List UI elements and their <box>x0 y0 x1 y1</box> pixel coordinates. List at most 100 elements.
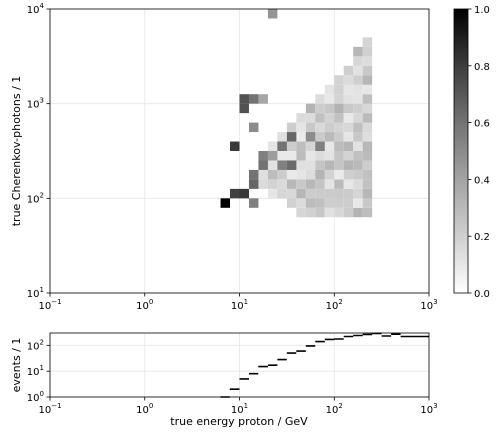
heatmap-cell <box>324 198 335 208</box>
heatmap-panel: 10−1 100 101 102 103 101 102 103 104 true Chere… <box>10 2 438 312</box>
heatmap-cell <box>296 141 306 151</box>
colorbar-tick-label: 0.8 <box>474 62 490 73</box>
heatmap-cell <box>343 94 354 104</box>
heatmap-cell <box>315 198 325 208</box>
heatmap-cell <box>277 151 287 161</box>
heatmap-cell <box>286 188 297 199</box>
heatmap-cell <box>362 141 373 151</box>
heatmap-cell <box>362 94 373 104</box>
heatmap-cell <box>305 122 316 133</box>
heatmap-cell <box>353 132 363 142</box>
heatmap-cell <box>353 188 363 199</box>
heatmap-cell <box>296 188 306 199</box>
colorbar-tick-label: 1.0 <box>474 5 490 16</box>
heatmap-cell <box>353 169 363 180</box>
heatmap-cell <box>334 103 344 114</box>
heatmap-cell <box>362 65 373 76</box>
heatmap-cell <box>267 160 278 170</box>
heatmap-cell <box>296 169 306 180</box>
colorbar-tick-label: 0.4 <box>474 175 490 186</box>
heatmap-cell <box>353 151 363 161</box>
heatmap-cell <box>286 169 297 180</box>
heatmap-cell <box>286 151 297 161</box>
heatmap-cell <box>220 198 231 208</box>
heatmap-cell <box>296 151 306 161</box>
heatmap-cell <box>258 151 268 161</box>
heatmap-cell <box>277 160 287 170</box>
heatmap-cell <box>324 122 335 133</box>
heatmap-cell <box>353 113 363 123</box>
heatmap-cell <box>324 151 335 161</box>
histogram-grid <box>49 333 430 398</box>
heatmap-cell <box>324 103 335 114</box>
heatmap-cell <box>296 179 306 189</box>
histogram-x-tick-label: 103 <box>420 402 437 416</box>
heatmap-cell <box>362 151 373 161</box>
heatmap-cell <box>286 160 297 170</box>
heatmap-cell <box>353 65 363 76</box>
heatmap-cell <box>239 103 249 114</box>
heatmap-cell <box>334 198 344 208</box>
heatmap-cell <box>324 207 335 218</box>
heatmap-cell <box>334 169 344 180</box>
heatmap-cell <box>353 94 363 104</box>
heatmap-x-tick-label: 100 <box>136 298 153 312</box>
heatmap-cell <box>343 188 354 199</box>
heatmap-cell <box>334 207 344 218</box>
heatmap-cell <box>315 94 325 104</box>
heatmap-cell <box>324 132 335 142</box>
heatmap-cell <box>324 113 335 123</box>
heatmap-cell <box>362 132 373 142</box>
heatmap-cell <box>353 122 363 133</box>
colorbar: 0.0 0.2 0.4 0.6 0.8 1.0 <box>453 5 490 300</box>
heatmap-cell <box>315 207 325 218</box>
heatmap-cell <box>267 169 278 180</box>
heatmap-cell <box>343 75 354 85</box>
heatmap-cell <box>343 141 354 151</box>
heatmap-cell <box>324 188 335 199</box>
heatmap-cell <box>258 179 268 189</box>
heatmap-cell <box>315 113 325 123</box>
heatmap-cell <box>353 75 363 85</box>
heatmap-cell <box>315 169 325 180</box>
heatmap-cell <box>324 169 335 180</box>
heatmap-cell <box>353 198 363 208</box>
heatmap-cell <box>334 160 344 170</box>
heatmap-cell <box>258 169 268 180</box>
heatmap-y-label: true Cherenkov-photons / 1 <box>10 76 23 227</box>
heatmap-cell <box>277 169 287 180</box>
histogram-y-tick-label: 101 <box>27 364 44 378</box>
histogram-x-label: true energy proton / GeV <box>170 415 308 428</box>
heatmap-cell <box>267 141 278 151</box>
heatmap-cell <box>362 75 373 85</box>
heatmap-cell <box>334 84 344 95</box>
heatmap-cell <box>315 122 325 133</box>
heatmap-cell <box>305 160 316 170</box>
histogram-x-tick-label: 102 <box>326 402 343 416</box>
heatmap-cell <box>286 122 297 133</box>
heatmap-cell <box>334 75 344 85</box>
colorbar-frame <box>453 8 469 294</box>
heatmap-cell <box>248 122 259 133</box>
heatmap-cell <box>239 94 249 104</box>
heatmap-cell <box>362 37 373 47</box>
heatmap-cell <box>248 94 259 104</box>
histogram-x-tick-label: 101 <box>231 402 248 416</box>
heatmap-cell <box>362 46 373 57</box>
heatmap-cell <box>362 160 373 170</box>
heatmap-cell <box>334 141 344 151</box>
heatmap-cell <box>353 103 363 114</box>
heatmap-cell <box>362 188 373 199</box>
heatmap-cell <box>258 94 268 104</box>
heatmap-cell <box>286 179 297 189</box>
heatmap-cell <box>343 160 354 170</box>
heatmap-cell <box>362 179 373 189</box>
heatmap-cell <box>296 132 306 142</box>
heatmap-cell <box>315 151 325 161</box>
heatmap-cell <box>230 188 240 199</box>
heatmap-cell <box>334 94 344 104</box>
heatmap-cell <box>258 160 268 170</box>
heatmap-cell <box>324 94 335 104</box>
